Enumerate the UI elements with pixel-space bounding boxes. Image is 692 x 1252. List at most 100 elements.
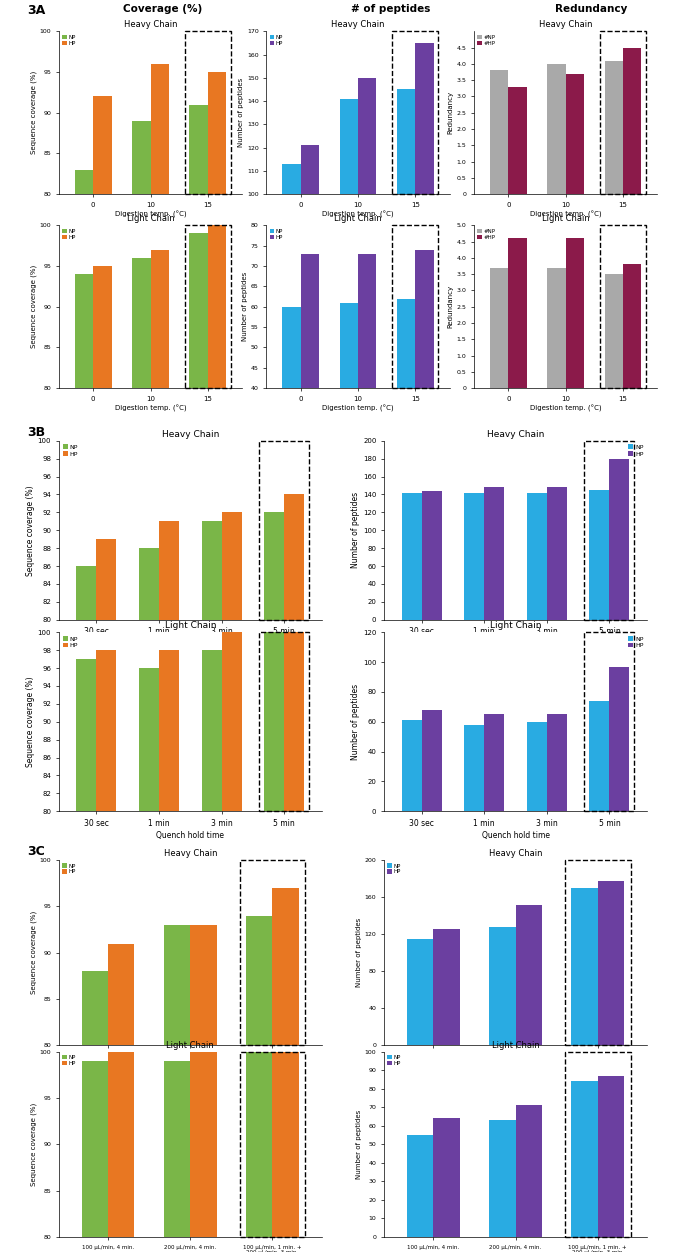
Bar	[407, 1136, 433, 1237]
Y-axis label: Sequence coverage (%): Sequence coverage (%)	[30, 911, 37, 994]
Bar	[572, 1082, 598, 1237]
Bar	[82, 972, 108, 1252]
Bar	[598, 880, 624, 1045]
Bar	[264, 632, 284, 1252]
Y-axis label: Number of peptides: Number of peptides	[356, 1109, 362, 1179]
Bar	[358, 78, 376, 427]
Bar	[490, 268, 509, 388]
Y-axis label: Sequence coverage (%): Sequence coverage (%)	[30, 265, 37, 348]
Bar	[151, 250, 169, 1039]
X-axis label: Digestion temp. (°C): Digestion temp. (°C)	[115, 404, 186, 412]
Bar	[572, 888, 598, 1045]
Bar	[190, 105, 208, 845]
Bar	[76, 566, 96, 1252]
Text: Coverage (%): Coverage (%)	[123, 4, 202, 14]
Bar	[164, 1060, 190, 1252]
Y-axis label: Number of peptides: Number of peptides	[351, 492, 360, 568]
Bar	[139, 669, 159, 1252]
X-axis label: Desalting flow rate and time: Desalting flow rate and time	[466, 1067, 565, 1073]
Bar	[490, 70, 509, 194]
Legend: NP, HP: NP, HP	[62, 1054, 76, 1067]
Bar	[516, 905, 542, 1045]
Legend: NP, HP: NP, HP	[628, 443, 644, 457]
Bar	[93, 267, 111, 1039]
Bar	[273, 1052, 299, 1252]
Bar	[75, 274, 93, 1039]
Bar	[527, 492, 547, 620]
Bar	[358, 254, 376, 551]
Title: Light Chain: Light Chain	[166, 1040, 215, 1049]
Bar	[208, 71, 226, 845]
Title: Heavy Chain: Heavy Chain	[163, 849, 217, 858]
Bar	[464, 725, 484, 811]
Bar	[516, 1106, 542, 1237]
Bar	[547, 487, 567, 620]
Bar	[93, 96, 111, 845]
Bar	[221, 632, 242, 1252]
Text: 3C: 3C	[28, 845, 46, 858]
Bar	[340, 99, 358, 427]
Y-axis label: Sequence coverage (%): Sequence coverage (%)	[26, 485, 35, 576]
Bar	[590, 490, 610, 620]
Bar	[282, 307, 301, 551]
Bar	[201, 521, 221, 1252]
Legend: #NP, #HP: #NP, #HP	[477, 34, 496, 46]
Legend: NP, HP: NP, HP	[62, 34, 76, 46]
Text: # of peptides: # of peptides	[352, 4, 430, 14]
Bar	[407, 939, 433, 1045]
Bar	[246, 1052, 273, 1252]
Title: Heavy Chain: Heavy Chain	[487, 429, 544, 438]
Bar	[509, 86, 527, 194]
Bar	[96, 540, 116, 1252]
Bar	[159, 650, 179, 1252]
Title: Light Chain: Light Chain	[491, 1040, 540, 1049]
Title: Heavy Chain: Heavy Chain	[539, 20, 592, 29]
Title: Heavy Chain: Heavy Chain	[162, 429, 219, 438]
Bar	[159, 521, 179, 1252]
Legend: NP, HP: NP, HP	[62, 635, 78, 649]
X-axis label: Digestion temp. (°C): Digestion temp. (°C)	[322, 210, 394, 218]
Bar	[139, 548, 159, 1252]
Bar	[590, 701, 610, 811]
Bar	[433, 929, 459, 1045]
Bar	[623, 264, 641, 388]
Bar	[208, 225, 226, 1039]
Bar	[433, 1118, 459, 1237]
Title: Light Chain: Light Chain	[165, 621, 216, 630]
Bar	[421, 491, 441, 620]
Bar	[164, 925, 190, 1252]
Bar	[547, 64, 566, 194]
Bar	[75, 169, 93, 845]
Legend: NP, HP: NP, HP	[62, 443, 78, 457]
Bar	[484, 487, 504, 620]
Legend: #NP, #HP: #NP, #HP	[477, 228, 496, 240]
Bar	[284, 632, 304, 1252]
Legend: NP, HP: NP, HP	[387, 863, 401, 875]
Y-axis label: Sequence coverage (%): Sequence coverage (%)	[30, 1103, 37, 1186]
X-axis label: Digestion temp. (°C): Digestion temp. (°C)	[115, 210, 186, 218]
Bar	[132, 120, 151, 845]
Bar	[401, 720, 421, 811]
Legend: NP, HP: NP, HP	[269, 228, 284, 240]
X-axis label: Quench hold time: Quench hold time	[156, 831, 224, 840]
Legend: NP, HP: NP, HP	[62, 228, 76, 240]
Bar	[605, 274, 623, 388]
Bar	[547, 268, 566, 388]
Bar	[415, 250, 434, 551]
Y-axis label: Redundancy: Redundancy	[448, 285, 454, 328]
Bar	[108, 1052, 134, 1252]
Bar	[610, 666, 630, 811]
Y-axis label: Number of peptides: Number of peptides	[238, 78, 244, 148]
Title: Light Chain: Light Chain	[542, 214, 590, 223]
Bar	[264, 512, 284, 1252]
Bar	[415, 43, 434, 427]
Bar	[489, 926, 516, 1045]
Bar	[301, 145, 319, 427]
Bar	[108, 944, 134, 1252]
Text: 3A: 3A	[28, 4, 46, 16]
Title: Heavy Chain: Heavy Chain	[489, 849, 543, 858]
Legend: NP, HP: NP, HP	[269, 34, 284, 46]
Bar	[284, 495, 304, 1252]
Title: Heavy Chain: Heavy Chain	[331, 20, 385, 29]
Y-axis label: Number of peptides: Number of peptides	[242, 272, 248, 342]
